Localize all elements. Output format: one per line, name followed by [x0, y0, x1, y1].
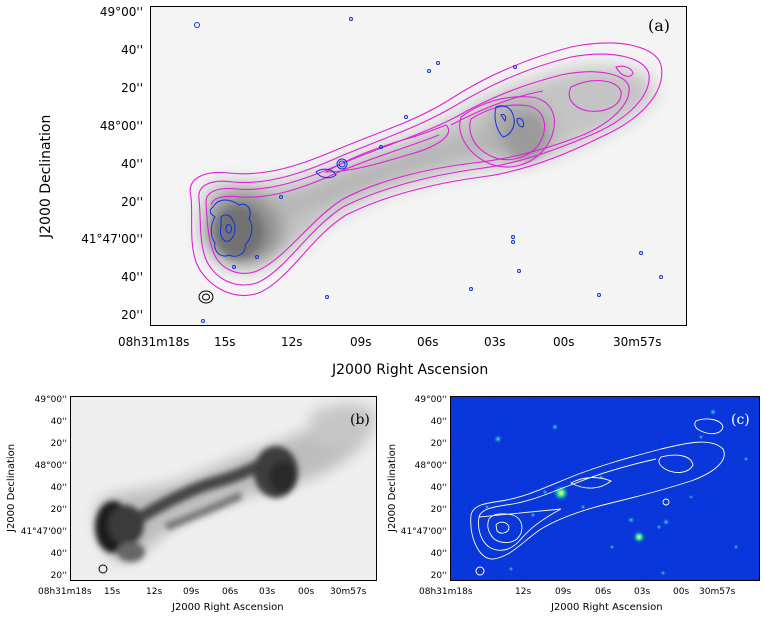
panel-a-dec-tick: 48°00''	[99, 119, 143, 133]
panel-c-dec-tick: 49°00''	[414, 395, 447, 405]
panel-c-optical-map	[451, 397, 759, 580]
panel-a-blue-contours	[194, 17, 663, 323]
panel-b-xlabel: J2000 Right Ascension	[172, 602, 284, 613]
panel-b-dec-tick: 20''	[50, 505, 67, 515]
panel-a-emission	[202, 65, 656, 268]
panel-a: (a) 49°00'' 40'' 20'' 48°00'' 40'' 20'' …	[38, 5, 687, 378]
panel-b-dec-tick: 40''	[50, 483, 67, 493]
panel-b-radio-map	[71, 397, 376, 580]
panel-b-ra-tick: 15s	[104, 587, 121, 597]
panel-b-ra-tick: 08h31m18s	[38, 587, 92, 597]
panel-b-ra-tick: 06s	[222, 587, 239, 597]
panel-b-ra-tick: 12s	[146, 587, 163, 597]
panel-c: (c) 49°00'' 40'' 20'' 48°00'' 40'' 20'' …	[383, 390, 763, 627]
panel-c-dec-tick: 20''	[430, 505, 447, 515]
panel-c-dec-tick: 41°47'00''	[400, 527, 447, 537]
panel-b-dec-tick: 20''	[50, 571, 67, 581]
panel-b-ra-tick: 30m57s	[330, 587, 367, 597]
panel-b-dec-tick: 40''	[50, 549, 67, 559]
panel-c-ra-tick: 06s	[595, 587, 612, 597]
panel-b-ra-tick: 09s	[183, 587, 200, 597]
panel-a-xlabel: J2000 Right Ascension	[332, 362, 489, 378]
panel-a-dec-tick: 40''	[121, 270, 143, 284]
panel-c-ra-tick: 30m57s	[699, 587, 736, 597]
panel-c-label: (c)	[731, 412, 750, 428]
panel-b-dec-tick: 48°00''	[34, 461, 67, 471]
panel-b-label: (b)	[350, 412, 370, 428]
panel-a-ra-tick: 15s	[214, 335, 236, 349]
panel-c-dec-tick: 40''	[430, 483, 447, 493]
panel-a-ra-tick: 08h31m18s	[118, 335, 190, 349]
panel-a-ra-tick: 30m57s	[613, 335, 662, 349]
panel-b-dec-tick: 41°47'00''	[20, 527, 67, 537]
panel-c-dec-tick: 20''	[430, 571, 447, 581]
panel-b-ylabel: J2000 Declination	[6, 443, 17, 532]
panel-c-ylabel: J2000 Declination	[387, 443, 398, 532]
panel-c-contours	[470, 418, 725, 560]
panel-a-ra-tick: 12s	[281, 335, 303, 349]
panel-b-emission	[95, 403, 376, 562]
panel-c-beam	[475, 566, 485, 576]
panel-a-dec-tick: 41°47'00''	[81, 232, 143, 246]
panel-c-dec-tick: 20''	[430, 439, 447, 449]
panel-b-image	[70, 396, 377, 581]
panel-a-dec-tick: 20''	[121, 81, 143, 95]
panel-b-dec-tick: 49°00''	[34, 395, 67, 405]
panel-b: (b) 49°00'' 40'' 20'' 48°00'' 40'' 20'' …	[0, 390, 380, 627]
panel-a-dec-tick: 40''	[121, 43, 143, 57]
panel-a-ra-tick: 06s	[417, 335, 439, 349]
panel-c-xlabel: J2000 Right Ascension	[551, 602, 663, 613]
panel-a-ylabel: J2000 Declination	[38, 114, 54, 238]
panel-c-ra-tick: 03s	[634, 587, 651, 597]
panel-a-ra-tick: 03s	[484, 335, 506, 349]
panel-c-ra-tick: 12s	[515, 587, 532, 597]
panel-b-ra-tick: 03s	[259, 587, 276, 597]
panel-b-ra-tick: 00s	[298, 587, 315, 597]
panel-c-dec-tick: 40''	[430, 549, 447, 559]
panel-a-radio-map	[189, 17, 663, 323]
panel-c-dec-tick: 40''	[430, 417, 447, 427]
panel-c-dec-tick: 48°00''	[414, 461, 447, 471]
panel-c-ra-tick: 08h31m18s	[419, 587, 473, 597]
panel-a-beam	[198, 290, 214, 304]
panel-a-label: (a)	[648, 16, 671, 35]
panel-a-dec-tick: 20''	[121, 308, 143, 322]
panel-c-ra-tick: 00s	[673, 587, 690, 597]
panel-a-magenta-contours	[189, 42, 663, 297]
panel-c-ra-tick: 09s	[555, 587, 572, 597]
panel-c-sources	[484, 408, 749, 576]
panel-a-dec-tick: 40''	[121, 157, 143, 171]
panel-a-image	[150, 6, 687, 326]
panel-c-image	[450, 396, 760, 581]
panel-b-dec-tick: 20''	[50, 439, 67, 449]
panel-a-ra-tick: 00s	[553, 335, 575, 349]
panel-b-dec-tick: 40''	[50, 417, 67, 427]
panel-a-dec-tick: 49°00''	[99, 5, 143, 19]
panel-a-ra-tick: 09s	[350, 335, 372, 349]
panel-a-dec-tick: 20''	[121, 195, 143, 209]
panel-b-beam	[98, 564, 108, 574]
